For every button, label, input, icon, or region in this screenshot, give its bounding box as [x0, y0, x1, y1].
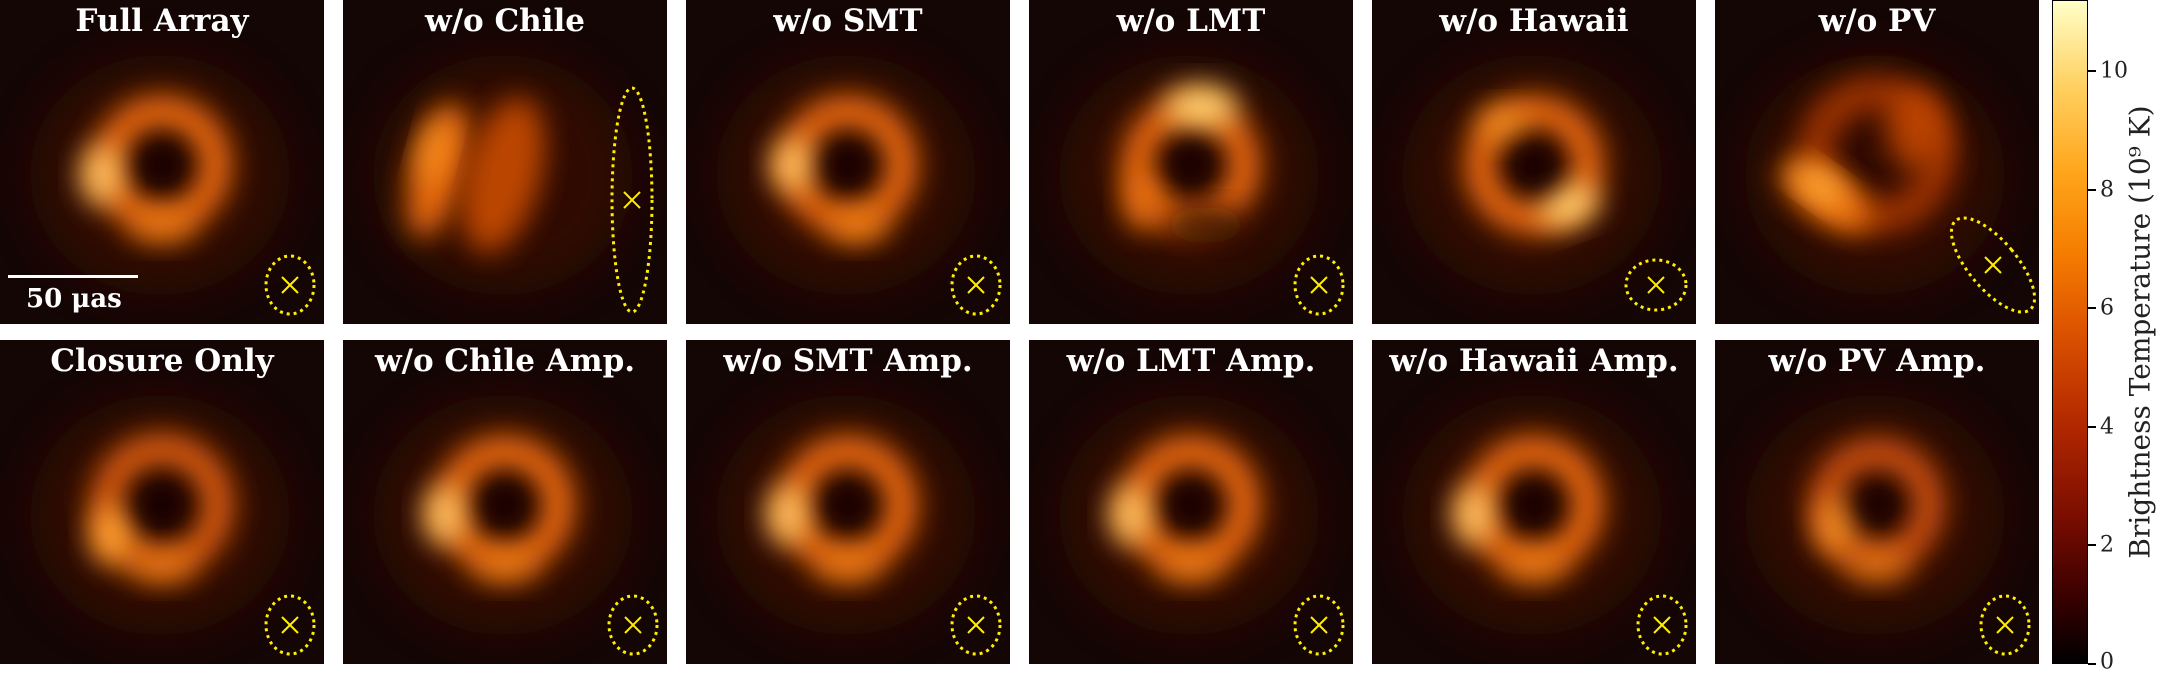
colorbar-tick — [2088, 425, 2096, 428]
panel-title: w/o Hawaii — [1439, 3, 1629, 39]
beam-ellipse — [950, 254, 1002, 316]
panel-title: w/o LMT — [1116, 3, 1266, 39]
beam-center-icon — [1647, 276, 1665, 294]
image-panel: w/o LMT — [1029, 0, 1353, 324]
beam-ellipse — [610, 86, 654, 314]
image-panel: w/o Hawaii Amp. — [1372, 340, 1696, 664]
beam-ellipse — [1293, 594, 1345, 656]
panel-image — [1402, 55, 1688, 312]
colorbar-tick — [2088, 188, 2096, 191]
image-panel: w/o SMT Amp. — [686, 340, 1010, 664]
beam-ellipse — [1624, 258, 1688, 312]
panel-title: w/o Chile Amp. — [374, 343, 636, 379]
beam-center-icon — [1653, 616, 1671, 634]
beam-ellipse — [264, 254, 316, 316]
beam-center-icon — [1996, 616, 2014, 634]
colorbar-label: Brightness Temperature (10⁹ K) — [2123, 105, 2157, 559]
image-panel: w/o SMT — [686, 0, 1010, 324]
beam-center-icon — [1310, 276, 1328, 294]
beam-ellipse — [264, 594, 316, 656]
panel-title: Closure Only — [50, 343, 274, 379]
beam-center-icon — [967, 276, 985, 294]
panel-image — [1059, 55, 1345, 316]
beam-center-icon — [1984, 256, 2002, 274]
beam-center-icon — [1310, 616, 1328, 634]
colorbar-tick-label: 8 — [2100, 177, 2114, 203]
panel-title: w/o Chile — [425, 3, 585, 39]
colorbar-tick — [2088, 663, 2096, 665]
colorbar-tick-label: 4 — [2100, 414, 2114, 440]
panel-title: w/o Hawaii Amp. — [1389, 343, 1679, 379]
panel-image — [1745, 55, 2037, 314]
beam-center-icon — [623, 191, 641, 209]
panel-title: w/o SMT Amp. — [723, 343, 973, 379]
image-panel: w/o LMT Amp. — [1029, 340, 1353, 664]
colorbar-tick — [2088, 307, 2096, 310]
image-panel: Closure Only — [0, 340, 324, 664]
colorbar-tick-label: 10 — [2100, 58, 2128, 84]
image-panel: w/o PV Amp. — [1715, 340, 2039, 664]
colorbar-tick-label: 6 — [2100, 295, 2114, 321]
beam-center-icon — [281, 276, 299, 294]
colorbar: 0 2 4 6 8 10 Brightness Temperature (10⁹ K) — [2052, 0, 2170, 675]
beam-ellipse — [1293, 254, 1345, 316]
colorbar-tick — [2088, 544, 2096, 547]
beam-ellipse — [1636, 594, 1688, 656]
colorbar-tick-label: 2 — [2100, 532, 2114, 558]
panel-title: Full Array — [75, 3, 249, 39]
beam-ellipse — [1979, 594, 2031, 656]
panel-image — [30, 395, 316, 656]
panel-title: w/o SMT — [773, 3, 923, 39]
panel-image — [1059, 395, 1345, 656]
image-panel: w/o Chile — [343, 0, 667, 324]
panel-image — [373, 395, 659, 656]
beam-ellipse — [1949, 216, 2037, 314]
panel-image — [30, 55, 316, 316]
panel-image — [716, 55, 1002, 316]
beam-ellipse — [607, 594, 659, 656]
beam-ellipse — [950, 594, 1002, 656]
panel-title: w/o LMT Amp. — [1066, 343, 1316, 379]
image-panel: Full Array 50 μas — [0, 0, 324, 324]
panel-image — [716, 395, 1002, 656]
panel-image — [1402, 395, 1688, 656]
panel-image — [1745, 395, 2031, 656]
image-panel: w/o PV — [1715, 0, 2039, 324]
image-panel: w/o Chile Amp. — [343, 340, 667, 664]
beam-center-icon — [967, 616, 985, 634]
scale-bar-label: 50 μas — [26, 284, 122, 314]
image-panel: w/o Hawaii — [1372, 0, 1696, 324]
panel-title: w/o PV Amp. — [1768, 343, 1986, 379]
beam-center-icon — [624, 616, 642, 634]
scale-bar — [8, 275, 138, 278]
panel-image — [373, 55, 654, 314]
colorbar-tick — [2088, 70, 2096, 73]
beam-center-icon — [281, 616, 299, 634]
colorbar-tick-label: 0 — [2100, 649, 2114, 675]
colorbar-gradient — [2052, 0, 2088, 664]
panel-title: w/o PV — [1818, 3, 1936, 39]
